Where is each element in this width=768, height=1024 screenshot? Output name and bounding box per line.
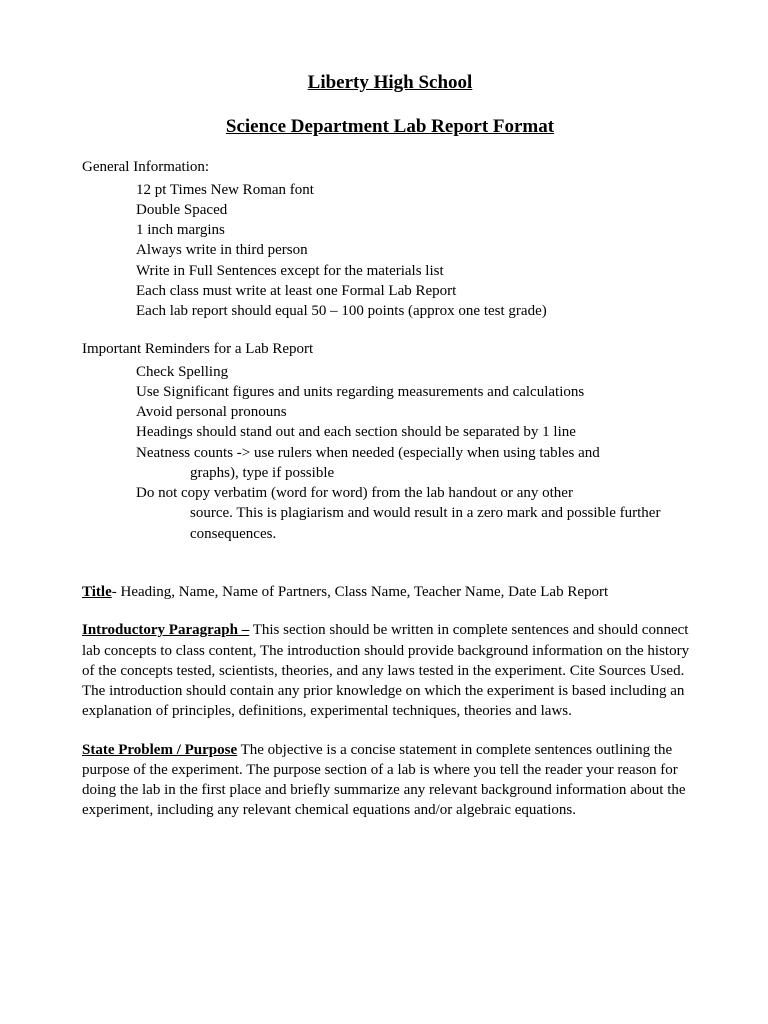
- list-item: Use Significant figures and units regard…: [82, 382, 698, 402]
- list-item: Double Spaced: [82, 200, 698, 220]
- section-body: Heading, Name, Name of Partners, Class N…: [120, 584, 608, 600]
- list-item: Always write in third person: [82, 240, 698, 260]
- title-section: Title- Heading, Name, Name of Partners, …: [82, 582, 698, 602]
- section-term: Title: [82, 584, 112, 600]
- list-item: Check Spelling: [82, 362, 698, 382]
- reminders-label: Important Reminders for a Lab Report: [82, 339, 698, 359]
- reminders-list: Check Spelling Use Significant figures a…: [82, 362, 698, 544]
- list-item: 1 inch margins: [82, 220, 698, 240]
- list-item-cont: graphs), type if possible: [82, 463, 698, 483]
- list-item-cont: source. This is plagiarism and would res…: [82, 503, 698, 544]
- list-item: 12 pt Times New Roman font: [82, 180, 698, 200]
- list-item: Avoid personal pronouns: [82, 402, 698, 422]
- doc-title: Science Department Lab Report Format: [82, 114, 698, 140]
- section-term: State Problem / Purpose: [82, 742, 237, 758]
- list-item: Each lab report should equal 50 – 100 po…: [82, 301, 698, 321]
- school-heading: Liberty High School: [82, 70, 698, 96]
- purpose-section: State Problem / Purpose The objective is…: [82, 740, 698, 821]
- intro-section: Introductory Paragraph – This section sh…: [82, 620, 698, 721]
- document-page: Liberty High School Science Department L…: [0, 0, 768, 879]
- section-term: Introductory Paragraph –: [82, 622, 249, 638]
- list-item: Do not copy verbatim (word for word) fro…: [82, 483, 698, 503]
- general-info-label: General Information:: [82, 157, 698, 177]
- list-item: Neatness counts -> use rulers when neede…: [82, 443, 698, 463]
- general-info-list: 12 pt Times New Roman font Double Spaced…: [82, 180, 698, 322]
- list-item: Headings should stand out and each secti…: [82, 422, 698, 442]
- list-item: Each class must write at least one Forma…: [82, 281, 698, 301]
- list-item: Write in Full Sentences except for the m…: [82, 261, 698, 281]
